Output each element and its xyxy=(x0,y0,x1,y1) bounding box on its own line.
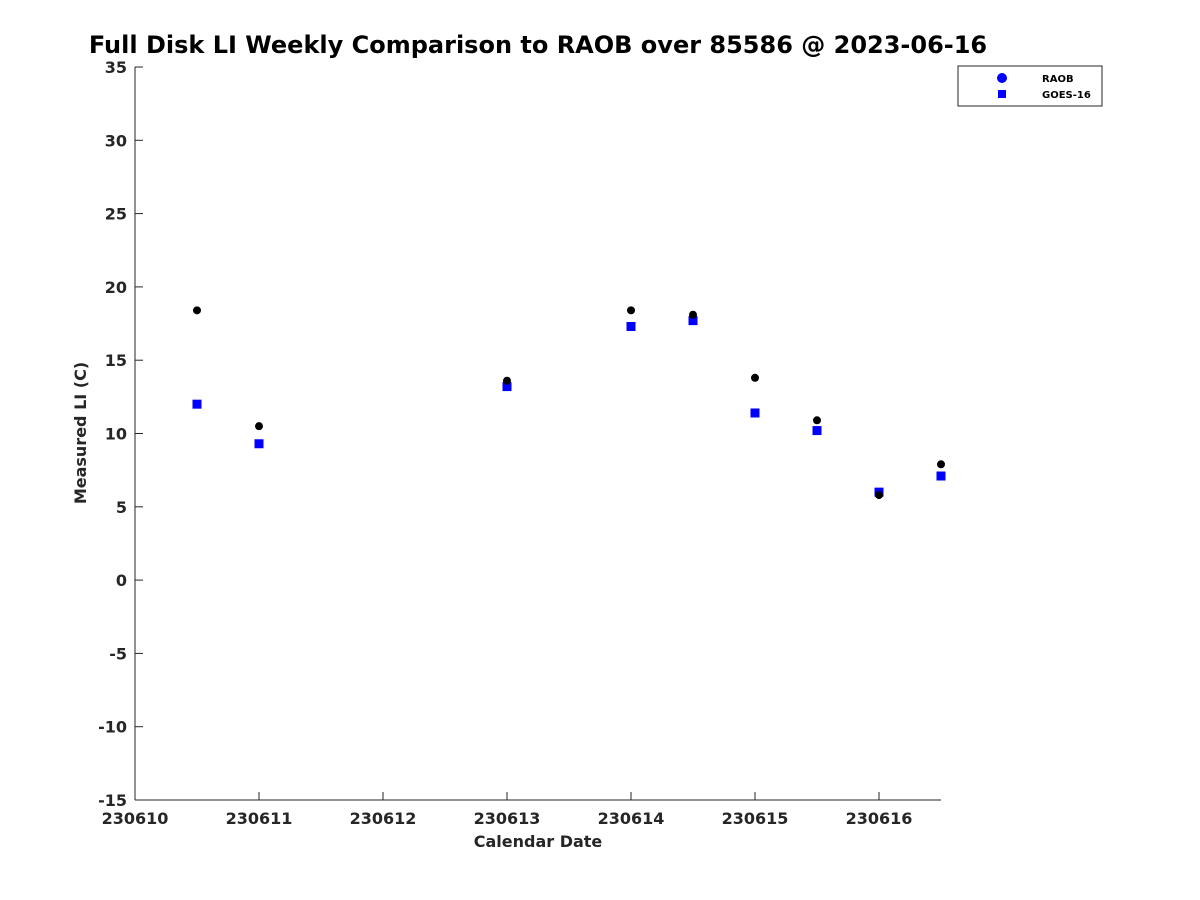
raob-point xyxy=(937,460,945,469)
raob-point xyxy=(689,310,697,319)
y-tick-label: 15 xyxy=(105,351,127,370)
x-tick-label: 230616 xyxy=(846,809,913,828)
raob-point xyxy=(255,422,263,431)
raob-point xyxy=(813,416,821,425)
y-tick-label: -10 xyxy=(98,718,127,737)
goes16-point xyxy=(626,321,636,331)
raob-point xyxy=(193,306,201,315)
y-tick-label: 25 xyxy=(105,205,127,224)
y-tick-label: 5 xyxy=(116,498,127,517)
x-tick-label: 230614 xyxy=(598,809,665,828)
goes16-point xyxy=(502,382,512,392)
y-tick-label: 30 xyxy=(105,131,127,150)
y-tick-label: 10 xyxy=(105,425,127,444)
raob-point xyxy=(627,306,635,315)
y-tick-label: 20 xyxy=(105,278,127,297)
x-tick-label: 230612 xyxy=(350,809,417,828)
y-tick-label: -5 xyxy=(109,644,127,663)
x-axis-label: Calendar Date xyxy=(474,832,603,851)
plot-area: -15 -10 -5 0 5 10 15 20 25 30 35 230610 230611 230612… xyxy=(98,58,946,828)
x-tick-label: 230613 xyxy=(474,809,541,828)
y-axis-label: Measured LI (C) xyxy=(71,362,90,504)
legend: RAOB GOES-16 xyxy=(957,65,1103,107)
chart-title: Full Disk LI Weekly Comparison to RAOB o… xyxy=(89,31,987,59)
goes16-point xyxy=(750,408,760,418)
goes16-point xyxy=(254,439,264,449)
raob-point xyxy=(751,373,759,382)
legend-box xyxy=(957,65,1103,107)
legend-marker-goes16 xyxy=(998,90,1006,98)
goes16-point xyxy=(688,316,698,326)
legend-label-goes16: GOES-16 xyxy=(1042,90,1091,101)
goes16-point xyxy=(812,426,822,436)
legend-label-raob: RAOB xyxy=(1042,74,1074,85)
legend-marker-raob xyxy=(997,73,1007,83)
y-tick-label: -15 xyxy=(98,791,127,810)
goes16-point xyxy=(936,471,946,481)
x-tick-label: 230615 xyxy=(722,809,789,828)
raob-point xyxy=(503,376,511,385)
raob-point xyxy=(875,491,883,500)
y-tick-label: 35 xyxy=(105,58,127,77)
x-tick-label: 230611 xyxy=(226,809,293,828)
x-tick-label: 230610 xyxy=(102,809,169,828)
y-tick-label: 0 xyxy=(116,571,127,590)
goes16-point xyxy=(192,399,202,409)
